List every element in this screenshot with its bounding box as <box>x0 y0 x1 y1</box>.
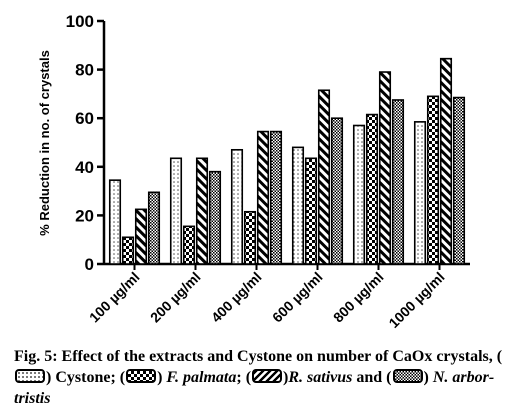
bar-fine-checker-0 <box>147 191 161 265</box>
caption-narbor: N. arbor-tristis <box>14 369 495 407</box>
x-tick-labels: 100 µg/ml 200 µg/ml 400 µg/ml 600 µg/ml 800 … <box>86 269 448 331</box>
bar-dots-1 <box>169 157 183 265</box>
y-tick-label: 80 <box>75 61 94 80</box>
y-tick-label: 100 <box>66 12 94 31</box>
figure-caption: Fig. 5: Effect of the extracts and Cysto… <box>14 346 519 409</box>
x-tick-label: 400 µg/ml <box>208 269 265 326</box>
y-axis: 0 20 40 60 80 100 <box>66 12 106 274</box>
bar-diagonal-0 <box>134 208 148 265</box>
bar-checker-1 <box>182 225 196 265</box>
caption-text-6: and ( <box>352 369 392 386</box>
caption-text-1: Effect of the extracts and Cystone on nu… <box>61 348 503 365</box>
caption-rsativus: R. sativus <box>288 369 353 386</box>
x-tick-label: 600 µg/ml <box>269 269 326 326</box>
bar-dots-0 <box>108 179 122 265</box>
bar-dots-2 <box>230 148 244 265</box>
x-tick-label: 200 µg/ml <box>147 269 204 326</box>
bar-checker-3 <box>304 157 318 265</box>
caption-text-7: ) <box>423 369 433 386</box>
chart: % Reduction in no. of crystals 0 20 40 60 80… <box>37 12 470 331</box>
bar-checker-4 <box>365 113 379 265</box>
y-tick-label: 0 <box>85 255 94 274</box>
bar-checker-5 <box>426 95 440 265</box>
caption-text-4: ; ( <box>236 369 252 386</box>
bar-diagonal-5 <box>439 57 453 265</box>
x-tick-label: 1000 µg/ml <box>385 269 447 331</box>
bars <box>108 57 466 265</box>
caption-text-5: ) <box>283 369 289 386</box>
bar-diagonal-1 <box>195 157 209 265</box>
swatch-narbor-icon <box>392 369 423 383</box>
swatch-rsativus-icon <box>252 369 283 383</box>
x-tick-label: 800 µg/ml <box>330 269 387 326</box>
bar-diagonal-4 <box>378 71 392 265</box>
caption-text-3: ) <box>157 369 167 386</box>
swatch-fpalmata-icon <box>126 369 157 383</box>
bar-fine-checker-3 <box>330 117 344 265</box>
y-tick-label: 60 <box>75 109 94 128</box>
x-tick-label: 100 µg/ml <box>86 269 143 326</box>
bar-fine-checker-5 <box>452 96 466 265</box>
caption-label: Fig. 5: <box>14 348 58 365</box>
bar-fine-checker-1 <box>208 170 222 265</box>
bar-checker-0 <box>121 236 135 265</box>
bar-dots-4 <box>352 124 366 265</box>
swatch-cystone-icon <box>15 369 45 383</box>
bar-fine-checker-2 <box>269 130 283 265</box>
caption-fpalmata: F. palmata <box>166 369 237 386</box>
bar-diagonal-2 <box>256 130 270 265</box>
y-axis-label: % Reduction in no. of crystals <box>37 50 52 236</box>
x-axis <box>104 262 470 270</box>
y-tick-label: 40 <box>75 158 94 177</box>
y-tick-label: 20 <box>75 206 94 225</box>
bar-dots-5 <box>413 121 427 265</box>
bar-fine-checker-4 <box>391 99 405 265</box>
bar-diagonal-3 <box>317 89 331 265</box>
bar-checker-2 <box>243 210 257 265</box>
bar-dots-3 <box>291 146 305 265</box>
caption-text-2: ) Cystone; ( <box>46 369 126 386</box>
